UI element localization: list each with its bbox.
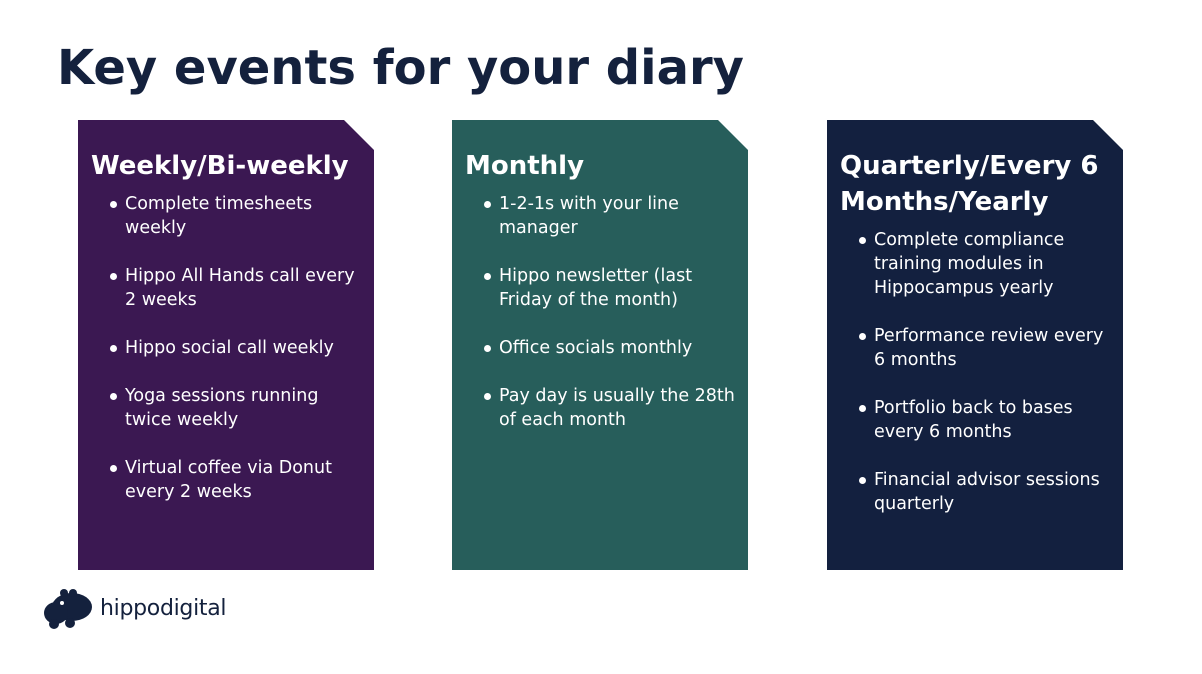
page-title: Key events for your diary xyxy=(57,40,744,96)
brand-logo: hippodigital xyxy=(44,587,227,629)
card-heading: Quarterly/Every 6 Months/Yearly xyxy=(840,151,1099,217)
list-item: Virtual coffee via Donut every 2 weeks xyxy=(110,456,362,504)
card-monthly: Monthly 1-2-1s with your line manager Hi… xyxy=(452,120,748,570)
card-weekly: Weekly/Bi-weekly Complete timesheets wee… xyxy=(78,120,374,570)
card-heading: Monthly xyxy=(465,151,585,181)
list-item: Complete compliance training modules in … xyxy=(859,228,1111,300)
list-item: Hippo All Hands call every 2 weeks xyxy=(110,264,362,312)
list-item: Portfolio back to bases every 6 months xyxy=(859,396,1111,444)
list-item: Yoga sessions running twice weekly xyxy=(110,384,362,432)
hippo-logo-icon xyxy=(44,589,92,629)
card-heading: Weekly/Bi-weekly xyxy=(91,151,349,181)
logo-text: hippodigital xyxy=(100,595,227,621)
list-item: Office socials monthly xyxy=(484,336,736,360)
event-list: Complete compliance training modules in … xyxy=(840,228,1111,516)
list-item: Financial advisor sessions quarterly xyxy=(859,468,1111,516)
list-item: Hippo newsletter (last Friday of the mon… xyxy=(484,264,736,312)
list-item: Pay day is usually the 28th of each mont… xyxy=(484,384,736,432)
list-item: Complete timesheets weekly xyxy=(110,192,362,240)
event-list: Complete timesheets weekly Hippo All Han… xyxy=(91,192,362,504)
event-list: 1-2-1s with your line manager Hippo news… xyxy=(465,192,736,432)
list-item: Hippo social call weekly xyxy=(110,336,362,360)
list-item: Performance review every 6 months xyxy=(859,324,1111,372)
list-item: 1-2-1s with your line manager xyxy=(484,192,736,240)
card-quarterly: Quarterly/Every 6 Months/Yearly Complete… xyxy=(827,120,1123,570)
